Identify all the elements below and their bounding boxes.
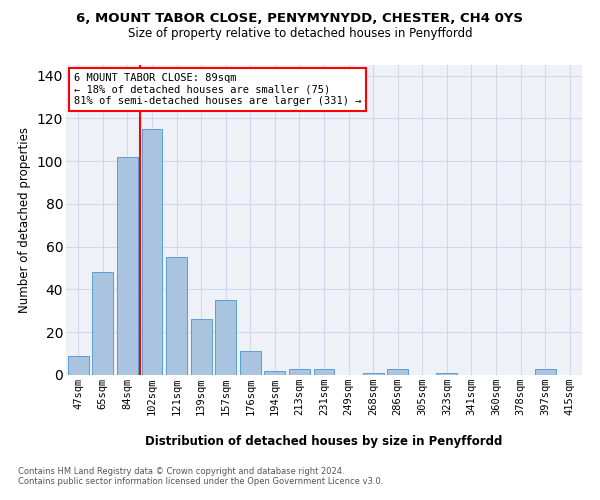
Bar bbox=[314, 368, 334, 375]
Y-axis label: Number of detached properties: Number of detached properties bbox=[18, 127, 31, 313]
Bar bbox=[387, 368, 408, 375]
Bar bbox=[166, 258, 187, 375]
Bar bbox=[240, 352, 261, 375]
Bar bbox=[117, 157, 138, 375]
Bar bbox=[215, 300, 236, 375]
Text: Contains public sector information licensed under the Open Government Licence v3: Contains public sector information licen… bbox=[18, 478, 383, 486]
Text: 6 MOUNT TABOR CLOSE: 89sqm
← 18% of detached houses are smaller (75)
81% of semi: 6 MOUNT TABOR CLOSE: 89sqm ← 18% of deta… bbox=[74, 72, 361, 106]
Bar bbox=[535, 368, 556, 375]
Bar bbox=[289, 368, 310, 375]
Bar bbox=[265, 370, 286, 375]
Bar bbox=[362, 373, 383, 375]
Bar bbox=[68, 356, 89, 375]
Text: Size of property relative to detached houses in Penyffordd: Size of property relative to detached ho… bbox=[128, 28, 472, 40]
Bar bbox=[436, 373, 457, 375]
Text: Distribution of detached houses by size in Penyffordd: Distribution of detached houses by size … bbox=[145, 435, 503, 448]
Bar bbox=[142, 129, 163, 375]
Bar bbox=[191, 320, 212, 375]
Bar bbox=[92, 272, 113, 375]
Text: Contains HM Land Registry data © Crown copyright and database right 2024.: Contains HM Land Registry data © Crown c… bbox=[18, 468, 344, 476]
Text: 6, MOUNT TABOR CLOSE, PENYMYNYDD, CHESTER, CH4 0YS: 6, MOUNT TABOR CLOSE, PENYMYNYDD, CHESTE… bbox=[77, 12, 523, 26]
